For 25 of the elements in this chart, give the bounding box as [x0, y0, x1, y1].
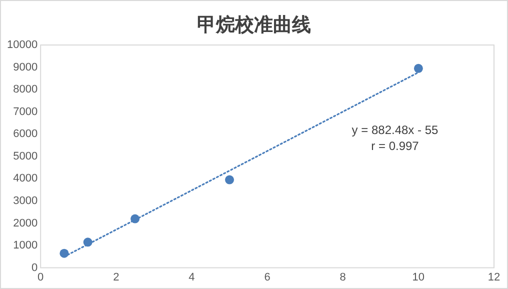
x-tick-label: 4: [188, 271, 195, 284]
x-tick-label: 12: [488, 271, 500, 284]
y-tick-label: 2000: [13, 217, 38, 230]
y-tick-label: 6000: [13, 128, 38, 140]
annotation: y = 882.48x - 55: [350, 122, 440, 138]
x-tick-label: 2: [113, 271, 120, 284]
x-tick-label: 10: [412, 271, 425, 284]
point: [60, 248, 69, 258]
annotation: r = 0.997: [370, 138, 420, 154]
y-tick-label: 9000: [13, 61, 38, 74]
y-tick-label: 10000: [6, 39, 38, 52]
point: [83, 238, 92, 247]
chart-title: 甲烷校准曲线: [196, 14, 312, 38]
x-tick-label: 8: [340, 271, 346, 284]
y-tick-label: 4000: [13, 172, 38, 185]
x-tick-label: 6: [264, 271, 270, 284]
y-tick-label: 7000: [13, 106, 38, 118]
point: [225, 175, 234, 184]
point: [130, 214, 140, 224]
y-tick-label: 1000: [13, 240, 38, 252]
y-tick-label: 8000: [13, 84, 38, 96]
y-tick-label: 5000: [13, 150, 38, 162]
y-tick-label: 0: [31, 262, 38, 274]
y-tick-label: 3000: [13, 194, 38, 207]
point: [414, 64, 423, 73]
